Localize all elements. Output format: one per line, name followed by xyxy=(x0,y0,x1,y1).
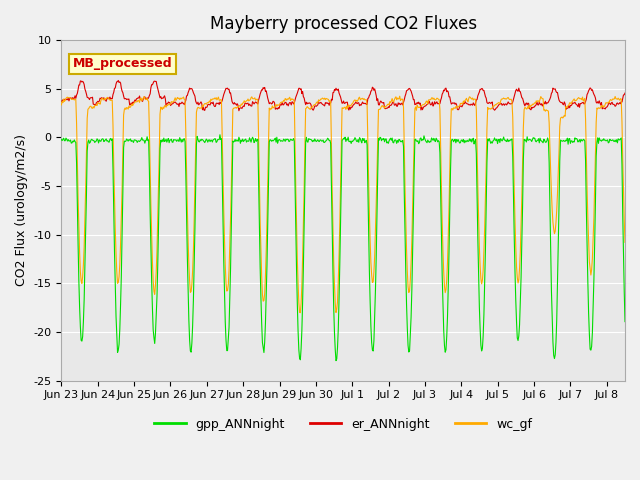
Title: Mayberry processed CO2 Fluxes: Mayberry processed CO2 Fluxes xyxy=(210,15,477,33)
Legend: gpp_ANNnight, er_ANNnight, wc_gf: gpp_ANNnight, er_ANNnight, wc_gf xyxy=(149,413,537,436)
Y-axis label: CO2 Flux (urology/m2/s): CO2 Flux (urology/m2/s) xyxy=(15,134,28,287)
Text: MB_processed: MB_processed xyxy=(73,57,172,71)
